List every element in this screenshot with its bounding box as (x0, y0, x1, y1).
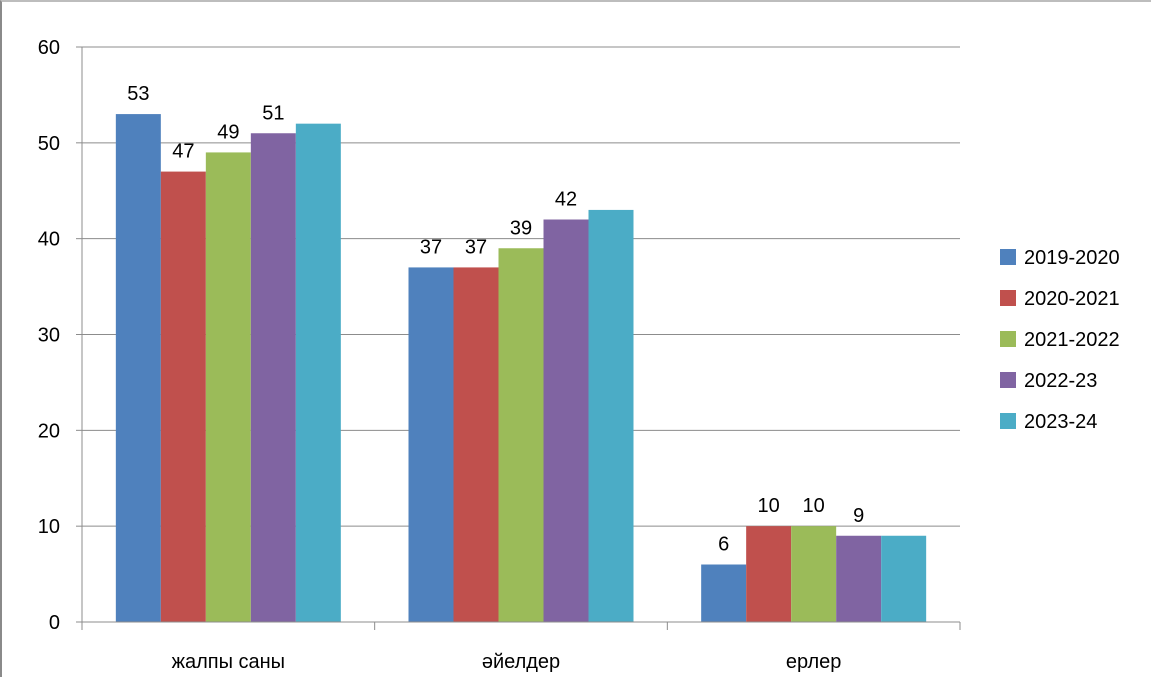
legend-label: 2021-2022 (1024, 329, 1120, 351)
legend-label: 2023-24 (1024, 411, 1097, 433)
y-tick-label: 40 (38, 229, 60, 251)
data-label: 42 (555, 189, 577, 211)
data-label: 51 (262, 102, 284, 124)
y-tick-label: 30 (38, 325, 60, 347)
bar (250, 133, 296, 622)
data-label: 39 (510, 217, 532, 239)
legend-label: 2019-2020 (1024, 247, 1120, 269)
bar (453, 267, 499, 622)
bar (543, 219, 589, 622)
y-axis-tick-labels: 0 10 20 30 40 50 60 (38, 37, 60, 634)
bar (160, 171, 206, 623)
y-tick-label: 0 (49, 612, 60, 634)
x-axis-tick-labels: жалпы саны әйелдер ерлер (172, 651, 842, 673)
data-label: 49 (217, 121, 239, 143)
data-label: 10 (758, 495, 780, 517)
y-tick-label: 10 (38, 516, 60, 538)
bar (881, 535, 927, 622)
legend-label: 2020-2021 (1024, 288, 1120, 310)
data-label: 53 (127, 83, 149, 105)
bars (115, 114, 927, 623)
legend-swatch (1000, 249, 1016, 265)
data-label: 37 (420, 236, 442, 258)
bar (746, 526, 792, 622)
bar (588, 209, 634, 622)
x-tick-label: жалпы саны (172, 651, 285, 673)
bar (791, 526, 837, 622)
data-label: 9 (853, 505, 864, 527)
data-label: 47 (172, 141, 194, 163)
bar (205, 152, 251, 622)
legend-label: 2022-23 (1024, 370, 1097, 392)
x-tick-label: әйелдер (482, 651, 560, 673)
legend: 2019-2020 2020-2021 2021-2022 2022-23 2023-2… (1000, 247, 1120, 433)
data-label: 6 (718, 534, 729, 556)
bar (836, 535, 882, 622)
legend-swatch (1000, 290, 1016, 306)
axes (76, 46, 961, 630)
legend-swatch (1000, 413, 1016, 429)
y-tick-label: 20 (38, 420, 60, 442)
bar (295, 123, 341, 623)
bar (408, 267, 454, 622)
y-tick-label: 50 (38, 133, 60, 155)
data-label: 37 (465, 236, 487, 258)
legend-swatch (1000, 372, 1016, 388)
data-label: 10 (803, 495, 825, 517)
bar (498, 248, 544, 622)
x-tick-label: ерлер (786, 651, 841, 673)
y-tick-label: 60 (38, 37, 60, 59)
bar (115, 114, 161, 622)
bar (701, 564, 747, 622)
legend-swatch (1000, 331, 1016, 347)
data-labels: 53 47 49 51 37 37 39 42 6 10 10 9 (127, 83, 864, 555)
